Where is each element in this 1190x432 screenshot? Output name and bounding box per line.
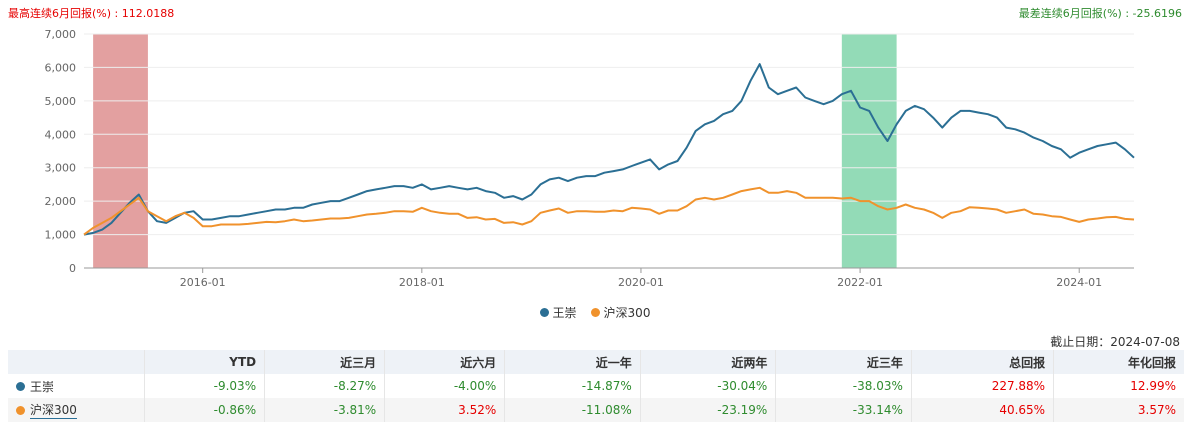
cell-value: 3.52%	[384, 398, 506, 422]
y-tick-label: 7,000	[45, 28, 77, 41]
y-tick-label: 2,000	[45, 195, 77, 208]
legend-label-fund: 王崇	[552, 306, 577, 320]
cell-value: -38.03%	[775, 374, 912, 398]
y-tick-label: 1,000	[45, 229, 77, 242]
max-return-band	[93, 34, 148, 268]
min-return-band	[841, 34, 897, 268]
cell-value: -30.04%	[640, 374, 777, 398]
header-total: 总回报	[911, 350, 1055, 374]
y-tick-label: 0	[69, 262, 76, 275]
performance-chart: 0 1,000 2,000 3,000 4,000 5,000 6,000 7,000 2016…	[45, 28, 1135, 289]
table-row: 王崇 -9.03% -8.27% -4.00% -14.87% -30.04% …	[8, 374, 1184, 398]
y-tick-label: 4,000	[45, 128, 77, 141]
cell-value: -9.03%	[144, 374, 266, 398]
header-1y: 近一年	[504, 350, 641, 374]
cell-value: -23.19%	[640, 398, 777, 422]
cell-value: 12.99%	[1130, 379, 1176, 393]
cutoff-date: 截止日期：2024-07-08	[1050, 335, 1180, 349]
y-tick-label: 3,000	[45, 162, 77, 175]
max-6m-return-label: 最高连续6月回报(%) : 112.0188	[8, 7, 175, 20]
header-name	[8, 350, 145, 374]
cell-value: -0.86%	[144, 398, 266, 422]
cell-value: 40.65%	[911, 398, 1055, 422]
header-annual: 年化回报	[1127, 355, 1176, 370]
legend-item-index[interactable]: 沪深300	[590, 304, 651, 321]
header-2y: 近两年	[640, 350, 777, 374]
table-row: 沪深300 -0.86% -3.81% 3.52% -11.08% -23.19…	[8, 398, 1184, 422]
series-line-index	[83, 186, 1135, 236]
cell-value: -4.00%	[384, 374, 506, 398]
cell-value: -8.27%	[264, 374, 386, 398]
legend-item-fund[interactable]: 王崇	[539, 304, 577, 321]
x-tick-label: 2016-01	[180, 276, 226, 289]
legend-label-index: 沪深300	[603, 306, 651, 320]
index-dot-icon	[16, 405, 25, 415]
row-name-cell: 王崇	[8, 374, 145, 398]
header-ytd: YTD	[144, 350, 266, 374]
index-name-link[interactable]: 沪深300	[30, 403, 77, 419]
cell-value: -14.87%	[504, 374, 641, 398]
x-tick-label: 2022-01	[837, 276, 883, 289]
cell-value: -33.14%	[775, 398, 912, 422]
fund-dot-icon	[16, 381, 25, 391]
header-6m: 近六月	[384, 350, 506, 374]
min-6m-return-label: 最差连续6月回报(%) : -25.6196	[1018, 7, 1182, 20]
returns-table: YTD 近三月 近六月 近一年 近两年 近三年 总回报 年化回报 王崇 -9.0…	[8, 350, 1184, 422]
legend-dot-fund-icon	[539, 308, 549, 317]
chart-legend: 王崇 沪深300	[0, 304, 1190, 321]
series-line-fund	[83, 63, 1135, 236]
table-header-row: YTD 近三月 近六月 近一年 近两年 近三年 总回报 年化回报	[8, 350, 1184, 374]
header-3y: 近三年	[775, 350, 912, 374]
header-3m: 近三月	[264, 350, 386, 374]
row-name-cell: 沪深300	[8, 398, 145, 422]
x-tick-label: 2024-01	[1056, 276, 1102, 289]
cell-value: -3.81%	[264, 398, 386, 422]
y-tick-label: 6,000	[45, 61, 77, 74]
fund-name: 王崇	[30, 379, 55, 394]
x-tick-label: 2018-01	[399, 276, 445, 289]
x-tick-label: 2020-01	[618, 276, 664, 289]
y-tick-label: 5,000	[45, 95, 77, 108]
cell-value: 227.88%	[911, 374, 1055, 398]
cell-value: 3.57%	[1137, 403, 1176, 417]
cell-value: -11.08%	[504, 398, 641, 422]
legend-dot-index-icon	[590, 308, 600, 317]
